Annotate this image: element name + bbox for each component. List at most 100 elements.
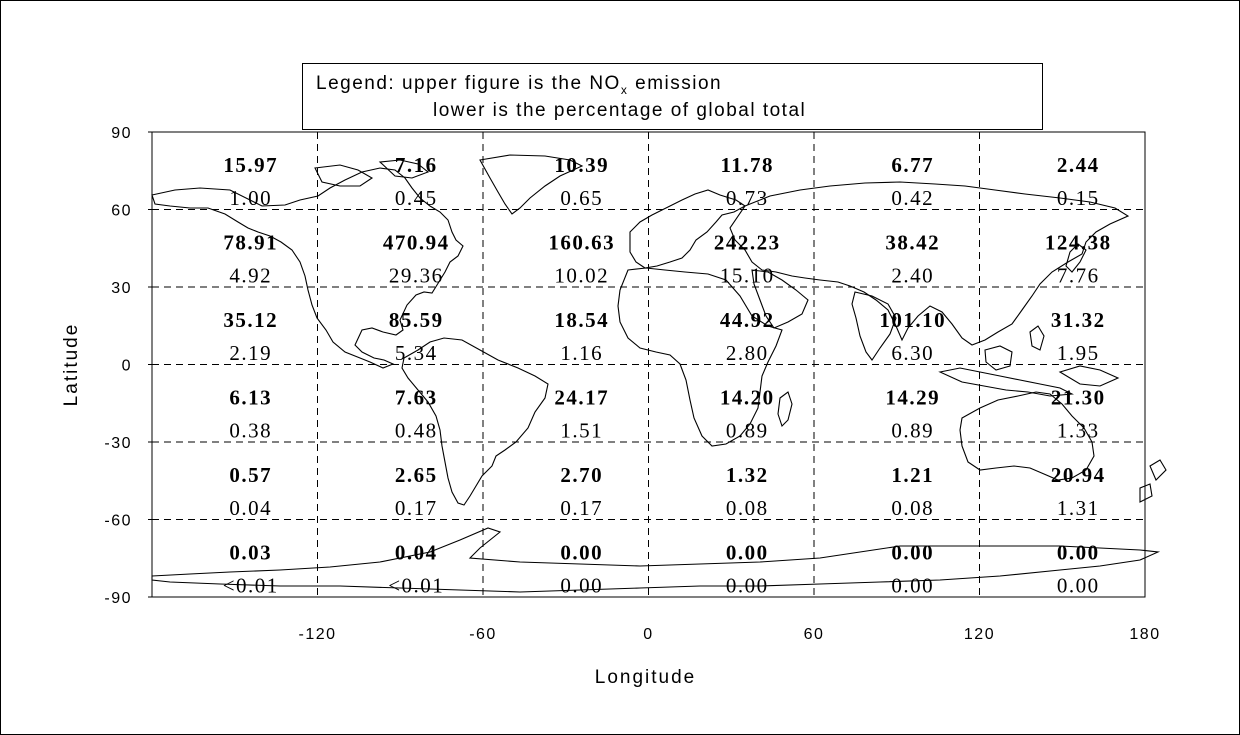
emission-value: 0.00 (891, 541, 934, 565)
percentage-value: 0.73 (726, 186, 769, 210)
arctic-islands-outline-2 (378, 159, 430, 179)
percentage-value: 4.92 (229, 264, 272, 288)
emission-value: 31.32 (1051, 308, 1106, 332)
emission-value: 6.77 (891, 153, 934, 177)
philippines-outline (1029, 325, 1045, 351)
percentage-value: 0.89 (726, 419, 769, 443)
emission-value: 21.30 (1051, 386, 1106, 410)
percentage-value: 15.10 (720, 264, 775, 288)
emission-value: 0.03 (229, 541, 272, 565)
percentage-value: 0.08 (726, 496, 769, 520)
arabia-outline (751, 269, 809, 329)
y-tick-label: -30 (104, 435, 132, 452)
x-tick-label: -60 (469, 626, 497, 643)
borneo-outline (984, 345, 1013, 371)
south-america-outline (401, 337, 549, 506)
percentage-value: 0.17 (395, 496, 438, 520)
y-tick-label: 30 (111, 280, 132, 297)
percentage-value: 0.48 (395, 419, 438, 443)
emission-value: 2.44 (1057, 153, 1100, 177)
arctic-islands-outline (314, 164, 374, 187)
percentage-value: 1.51 (560, 419, 603, 443)
legend-line-1: Legend: upper figure is the NOx emission (316, 73, 722, 97)
emission-value: 35.12 (223, 308, 278, 332)
greenland-outline (479, 154, 584, 215)
legend-line-1-text: Legend: upper figure is the NO (316, 73, 621, 94)
emission-value: 0.00 (560, 541, 603, 565)
percentage-value: 0.00 (1057, 574, 1100, 598)
x-tick-label: 180 (1129, 626, 1160, 643)
emission-value: 0.57 (229, 463, 272, 487)
antarctica-outline (151, 527, 1161, 593)
emission-value: 10.39 (554, 153, 609, 177)
percentage-value: 0.89 (891, 419, 934, 443)
legend-line-2: lower is the percentage of global total (433, 100, 807, 121)
emission-value: 101.10 (879, 308, 946, 332)
emission-value: 0.00 (726, 541, 769, 565)
percentage-value: 2.40 (891, 264, 934, 288)
emission-value: 1.21 (891, 463, 934, 487)
y-axis-title: Latitude (61, 323, 82, 407)
percentage-value: 2.19 (229, 341, 272, 365)
emission-value: 24.17 (554, 386, 609, 410)
y-tick-label: 90 (111, 125, 132, 142)
emission-value: 15.97 (223, 153, 278, 177)
x-tick-label: -120 (298, 626, 336, 643)
emission-value: 85.59 (389, 308, 444, 332)
percentage-value: 1.95 (1057, 341, 1100, 365)
percentage-value: 5.34 (395, 341, 438, 365)
india-outline (851, 291, 897, 361)
y-tick-label: 0 (122, 358, 132, 375)
legend-box: Legend: upper figure is the NOx emission… (302, 63, 1043, 130)
percentage-value: 1.00 (229, 186, 272, 210)
new-guinea-outline (1058, 365, 1120, 387)
new-zealand-outline (1139, 459, 1167, 503)
emission-value: 0.04 (395, 541, 438, 565)
percentage-value: 1.16 (560, 341, 603, 365)
percentage-value: 0.00 (891, 574, 934, 598)
emission-value: 38.42 (885, 231, 940, 255)
percentage-value: 0.00 (560, 574, 603, 598)
indonesia-outline (938, 367, 1074, 397)
percentage-value: 0.45 (395, 186, 438, 210)
percentage-value: <0.01 (223, 574, 279, 598)
plot-area: -120 -60 0 60 120 180 90 60 30 0 -30 -60 -90 Longitud… (61, 125, 1160, 688)
emission-value: 2.70 (560, 463, 603, 487)
percentage-value: 0.42 (891, 186, 934, 210)
emission-value: 2.65 (395, 463, 438, 487)
percentage-value: 10.02 (554, 264, 609, 288)
emission-value: 470.94 (383, 231, 450, 255)
percentage-value: 6.30 (891, 341, 934, 365)
emission-value: 78.91 (223, 231, 278, 255)
legend-subscript: x (620, 82, 629, 97)
percentage-value: 0.15 (1057, 186, 1100, 210)
emission-value: 1.32 (726, 463, 769, 487)
emission-value: 124.38 (1045, 231, 1112, 255)
percentage-value: 0.65 (560, 186, 603, 210)
y-tick-label: -60 (104, 513, 132, 530)
y-tick-label: 60 (111, 203, 132, 220)
legend-line-1-suffix: emission (628, 73, 723, 94)
percentage-value: 0.04 (229, 496, 272, 520)
emission-value: 7.16 (395, 153, 438, 177)
madagascar-outline (777, 391, 793, 428)
europe-outline (629, 189, 747, 269)
percentage-value: 1.33 (1057, 419, 1100, 443)
percentage-value: 0.17 (560, 496, 603, 520)
percentage-value: <0.01 (388, 574, 444, 598)
world-coastline-map (151, 154, 1167, 593)
percentage-value: 0.08 (891, 496, 934, 520)
emission-value: 44.92 (720, 308, 775, 332)
y-tick-label: -90 (104, 590, 132, 607)
x-tick-label: 120 (964, 626, 995, 643)
north-america-outline (151, 167, 464, 369)
africa-outline (617, 267, 783, 447)
percentage-value: 0.38 (229, 419, 272, 443)
emission-value: 6.13 (229, 386, 272, 410)
percentage-value: 0.00 (726, 574, 769, 598)
emission-value: 20.94 (1051, 463, 1106, 487)
percentage-value: 29.36 (389, 264, 444, 288)
emission-value: 160.63 (548, 231, 615, 255)
